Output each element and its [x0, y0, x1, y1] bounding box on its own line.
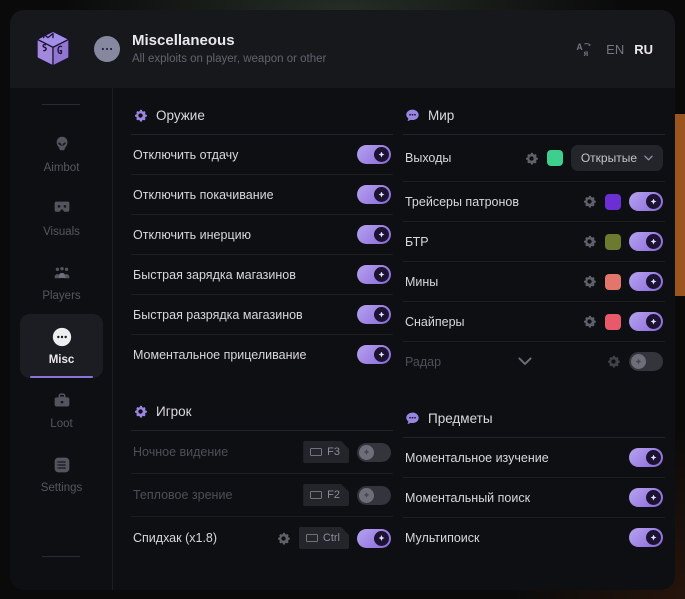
- svg-text:A: A: [577, 42, 584, 52]
- svg-text:я: я: [584, 49, 589, 57]
